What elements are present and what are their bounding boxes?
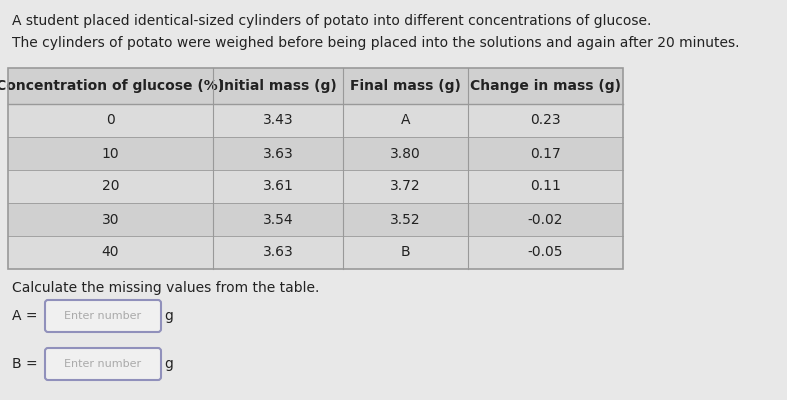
- Bar: [8, 104, 623, 137]
- Text: Concentration of glucose (%): Concentration of glucose (%): [0, 79, 224, 93]
- Text: 0: 0: [106, 114, 115, 128]
- Text: 0.11: 0.11: [530, 180, 561, 194]
- FancyBboxPatch shape: [45, 300, 161, 332]
- Text: -0.05: -0.05: [528, 246, 563, 260]
- Text: B =: B =: [12, 357, 38, 371]
- Text: 0.17: 0.17: [530, 146, 561, 160]
- Text: 3.43: 3.43: [263, 114, 294, 128]
- Text: A: A: [401, 114, 410, 128]
- Text: Final mass (g): Final mass (g): [350, 79, 461, 93]
- Text: The cylinders of potato were weighed before being placed into the solutions and : The cylinders of potato were weighed bef…: [12, 36, 740, 50]
- Text: Enter number: Enter number: [65, 311, 142, 321]
- Text: Initial mass (g): Initial mass (g): [219, 79, 337, 93]
- Text: 20: 20: [102, 180, 120, 194]
- Text: 3.72: 3.72: [390, 180, 421, 194]
- FancyBboxPatch shape: [45, 348, 161, 380]
- Bar: [8, 68, 623, 269]
- Bar: [8, 68, 623, 104]
- Text: A student placed identical-sized cylinders of potato into different concentratio: A student placed identical-sized cylinde…: [12, 14, 652, 28]
- Text: 0.23: 0.23: [530, 114, 561, 128]
- Text: A =: A =: [12, 309, 38, 323]
- Text: 3.54: 3.54: [263, 212, 294, 226]
- Text: 30: 30: [102, 212, 120, 226]
- Text: -0.02: -0.02: [528, 212, 563, 226]
- Text: 10: 10: [102, 146, 120, 160]
- Text: g: g: [164, 309, 173, 323]
- Text: 3.61: 3.61: [263, 180, 294, 194]
- Bar: [8, 203, 623, 236]
- Text: B: B: [401, 246, 410, 260]
- Text: 3.63: 3.63: [263, 246, 294, 260]
- Bar: [8, 170, 623, 203]
- Bar: [8, 137, 623, 170]
- Text: 3.80: 3.80: [390, 146, 421, 160]
- Text: Change in mass (g): Change in mass (g): [470, 79, 621, 93]
- Text: 3.63: 3.63: [263, 146, 294, 160]
- Text: g: g: [164, 357, 173, 371]
- Text: Calculate the missing values from the table.: Calculate the missing values from the ta…: [12, 281, 320, 295]
- Text: Enter number: Enter number: [65, 359, 142, 369]
- Text: 3.52: 3.52: [390, 212, 421, 226]
- Bar: [8, 236, 623, 269]
- Text: 40: 40: [102, 246, 120, 260]
